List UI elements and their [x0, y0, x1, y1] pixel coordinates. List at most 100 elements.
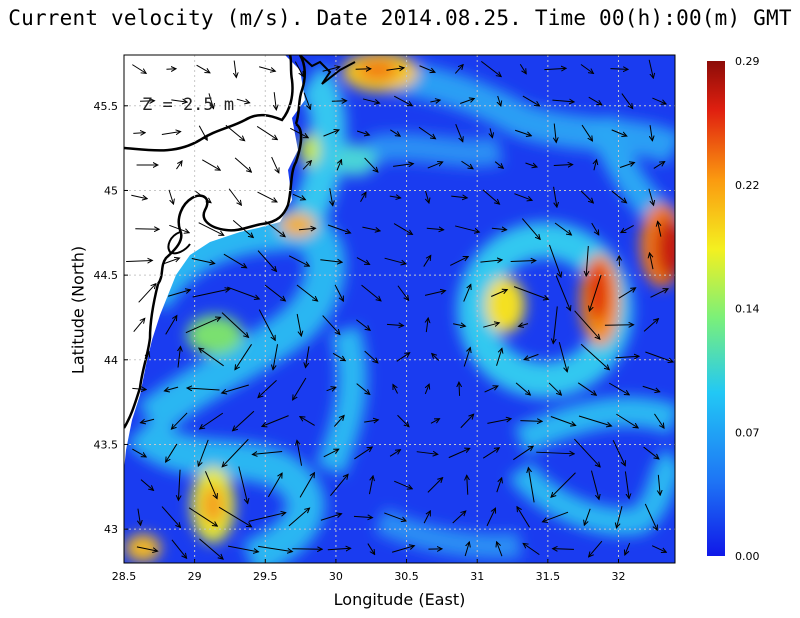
velocity-arrow	[464, 542, 469, 557]
velocity-arrow	[558, 342, 567, 372]
velocity-arrow	[200, 412, 224, 429]
velocity-arrow	[590, 470, 599, 500]
x-tick-label: 28.5	[112, 570, 137, 583]
velocity-arrow	[233, 410, 255, 431]
velocity-arrow	[326, 387, 336, 390]
velocity-arrow	[589, 274, 602, 311]
velocity-arrow	[140, 479, 154, 491]
velocity-arrow	[520, 421, 542, 422]
velocity-arrow	[498, 95, 501, 106]
velocity-arrow	[218, 506, 252, 527]
colorbar-tick-label: 0.14	[735, 303, 760, 316]
velocity-arrow	[394, 480, 412, 489]
velocity-arrow	[320, 514, 342, 521]
velocity-arrow	[573, 438, 600, 467]
velocity-arrow	[146, 352, 149, 363]
velocity-arrow	[330, 474, 348, 496]
velocity-arrow	[486, 508, 495, 527]
velocity-arrow	[426, 190, 429, 203]
velocity-arrow	[514, 129, 531, 135]
velocity-arrow	[618, 288, 636, 299]
velocity-arrow	[288, 255, 309, 266]
velocity-arrow	[648, 59, 653, 78]
velocity-arrow	[454, 65, 463, 74]
velocity-arrow	[252, 451, 283, 455]
velocity-arrow	[426, 228, 444, 230]
y-tick-label: 45	[104, 184, 118, 197]
velocity-arrow	[591, 222, 599, 235]
velocity-arrow	[536, 452, 574, 454]
velocity-arrow	[487, 419, 511, 424]
velocity-arrow	[273, 344, 279, 370]
velocity-arrow	[452, 511, 466, 524]
velocity-arrow	[463, 284, 471, 302]
velocity-arrow	[555, 275, 570, 310]
velocity-arrow	[432, 354, 440, 361]
colorbar	[707, 61, 725, 556]
velocity-arrow	[586, 245, 588, 276]
velocity-arrow	[300, 417, 315, 426]
velocity-arrow	[491, 228, 507, 230]
velocity-arrow	[161, 131, 181, 134]
colorbar-tick-label: 0.00	[735, 550, 760, 563]
velocity-arrow	[327, 224, 351, 233]
velocity-arrow	[323, 449, 339, 458]
velocity-arrow	[298, 228, 316, 229]
velocity-arrow	[327, 548, 351, 549]
velocity-arrow	[166, 443, 178, 462]
velocity-arrow	[548, 382, 561, 395]
velocity-arrow	[658, 474, 660, 495]
depth-label: Z = 2.5 m	[142, 95, 234, 115]
velocity-arrow	[654, 413, 664, 428]
y-tick-label: 43.5	[94, 438, 119, 451]
velocity-arrow	[198, 125, 207, 140]
velocity-arrow	[257, 191, 277, 202]
velocity-arrow	[423, 255, 431, 267]
velocity-arrow	[185, 317, 221, 334]
velocity-arrow	[619, 162, 634, 168]
velocity-arrow	[594, 160, 597, 171]
velocity-arrow	[356, 319, 370, 331]
velocity-arrow	[581, 124, 592, 141]
velocity-arrow	[323, 130, 339, 137]
velocity-arrow	[293, 377, 307, 400]
velocity-arrow	[361, 284, 381, 301]
velocity-arrow	[467, 475, 468, 495]
velocity-arrow	[427, 478, 443, 493]
velocity-arrow	[448, 448, 470, 459]
velocity-arrow	[522, 95, 540, 106]
velocity-arrow	[222, 384, 249, 393]
velocity-arrow	[171, 412, 188, 429]
velocity-arrow	[650, 253, 654, 270]
speed-blobs	[125, 55, 675, 563]
velocity-arrow	[267, 473, 282, 498]
velocity-arrow	[651, 545, 666, 553]
velocity-arrow	[199, 348, 224, 367]
velocity-arrow	[259, 66, 275, 71]
velocity-arrow	[642, 385, 660, 391]
velocity-arrow	[553, 186, 557, 207]
velocity-arrow	[625, 542, 631, 555]
velocity-arrow	[274, 92, 276, 110]
velocity-arrow	[542, 511, 569, 522]
velocity-arrow	[271, 156, 279, 173]
velocity-arrow	[514, 193, 532, 201]
velocity-arrow	[258, 545, 292, 551]
velocity-arrow	[608, 382, 629, 395]
velocity-arrow	[455, 225, 479, 232]
velocity-arrow	[169, 224, 189, 232]
y-tick-label: 45.5	[94, 100, 119, 113]
velocity-arrow	[624, 471, 629, 498]
velocity-arrow	[132, 388, 146, 389]
colorbar-tick-label: 0.22	[735, 179, 760, 192]
velocity-arrow	[494, 161, 503, 169]
y-axis-label: Latitude (North)	[68, 245, 88, 375]
velocity-arrow	[332, 352, 345, 360]
velocity-arrow	[136, 546, 158, 551]
velocity-arrow	[650, 289, 668, 298]
velocity-arrow	[610, 69, 628, 70]
velocity-arrow	[299, 473, 314, 498]
velocity-arrow	[455, 124, 463, 142]
velocity-arrow	[297, 440, 303, 466]
velocity-arrow	[451, 196, 467, 198]
